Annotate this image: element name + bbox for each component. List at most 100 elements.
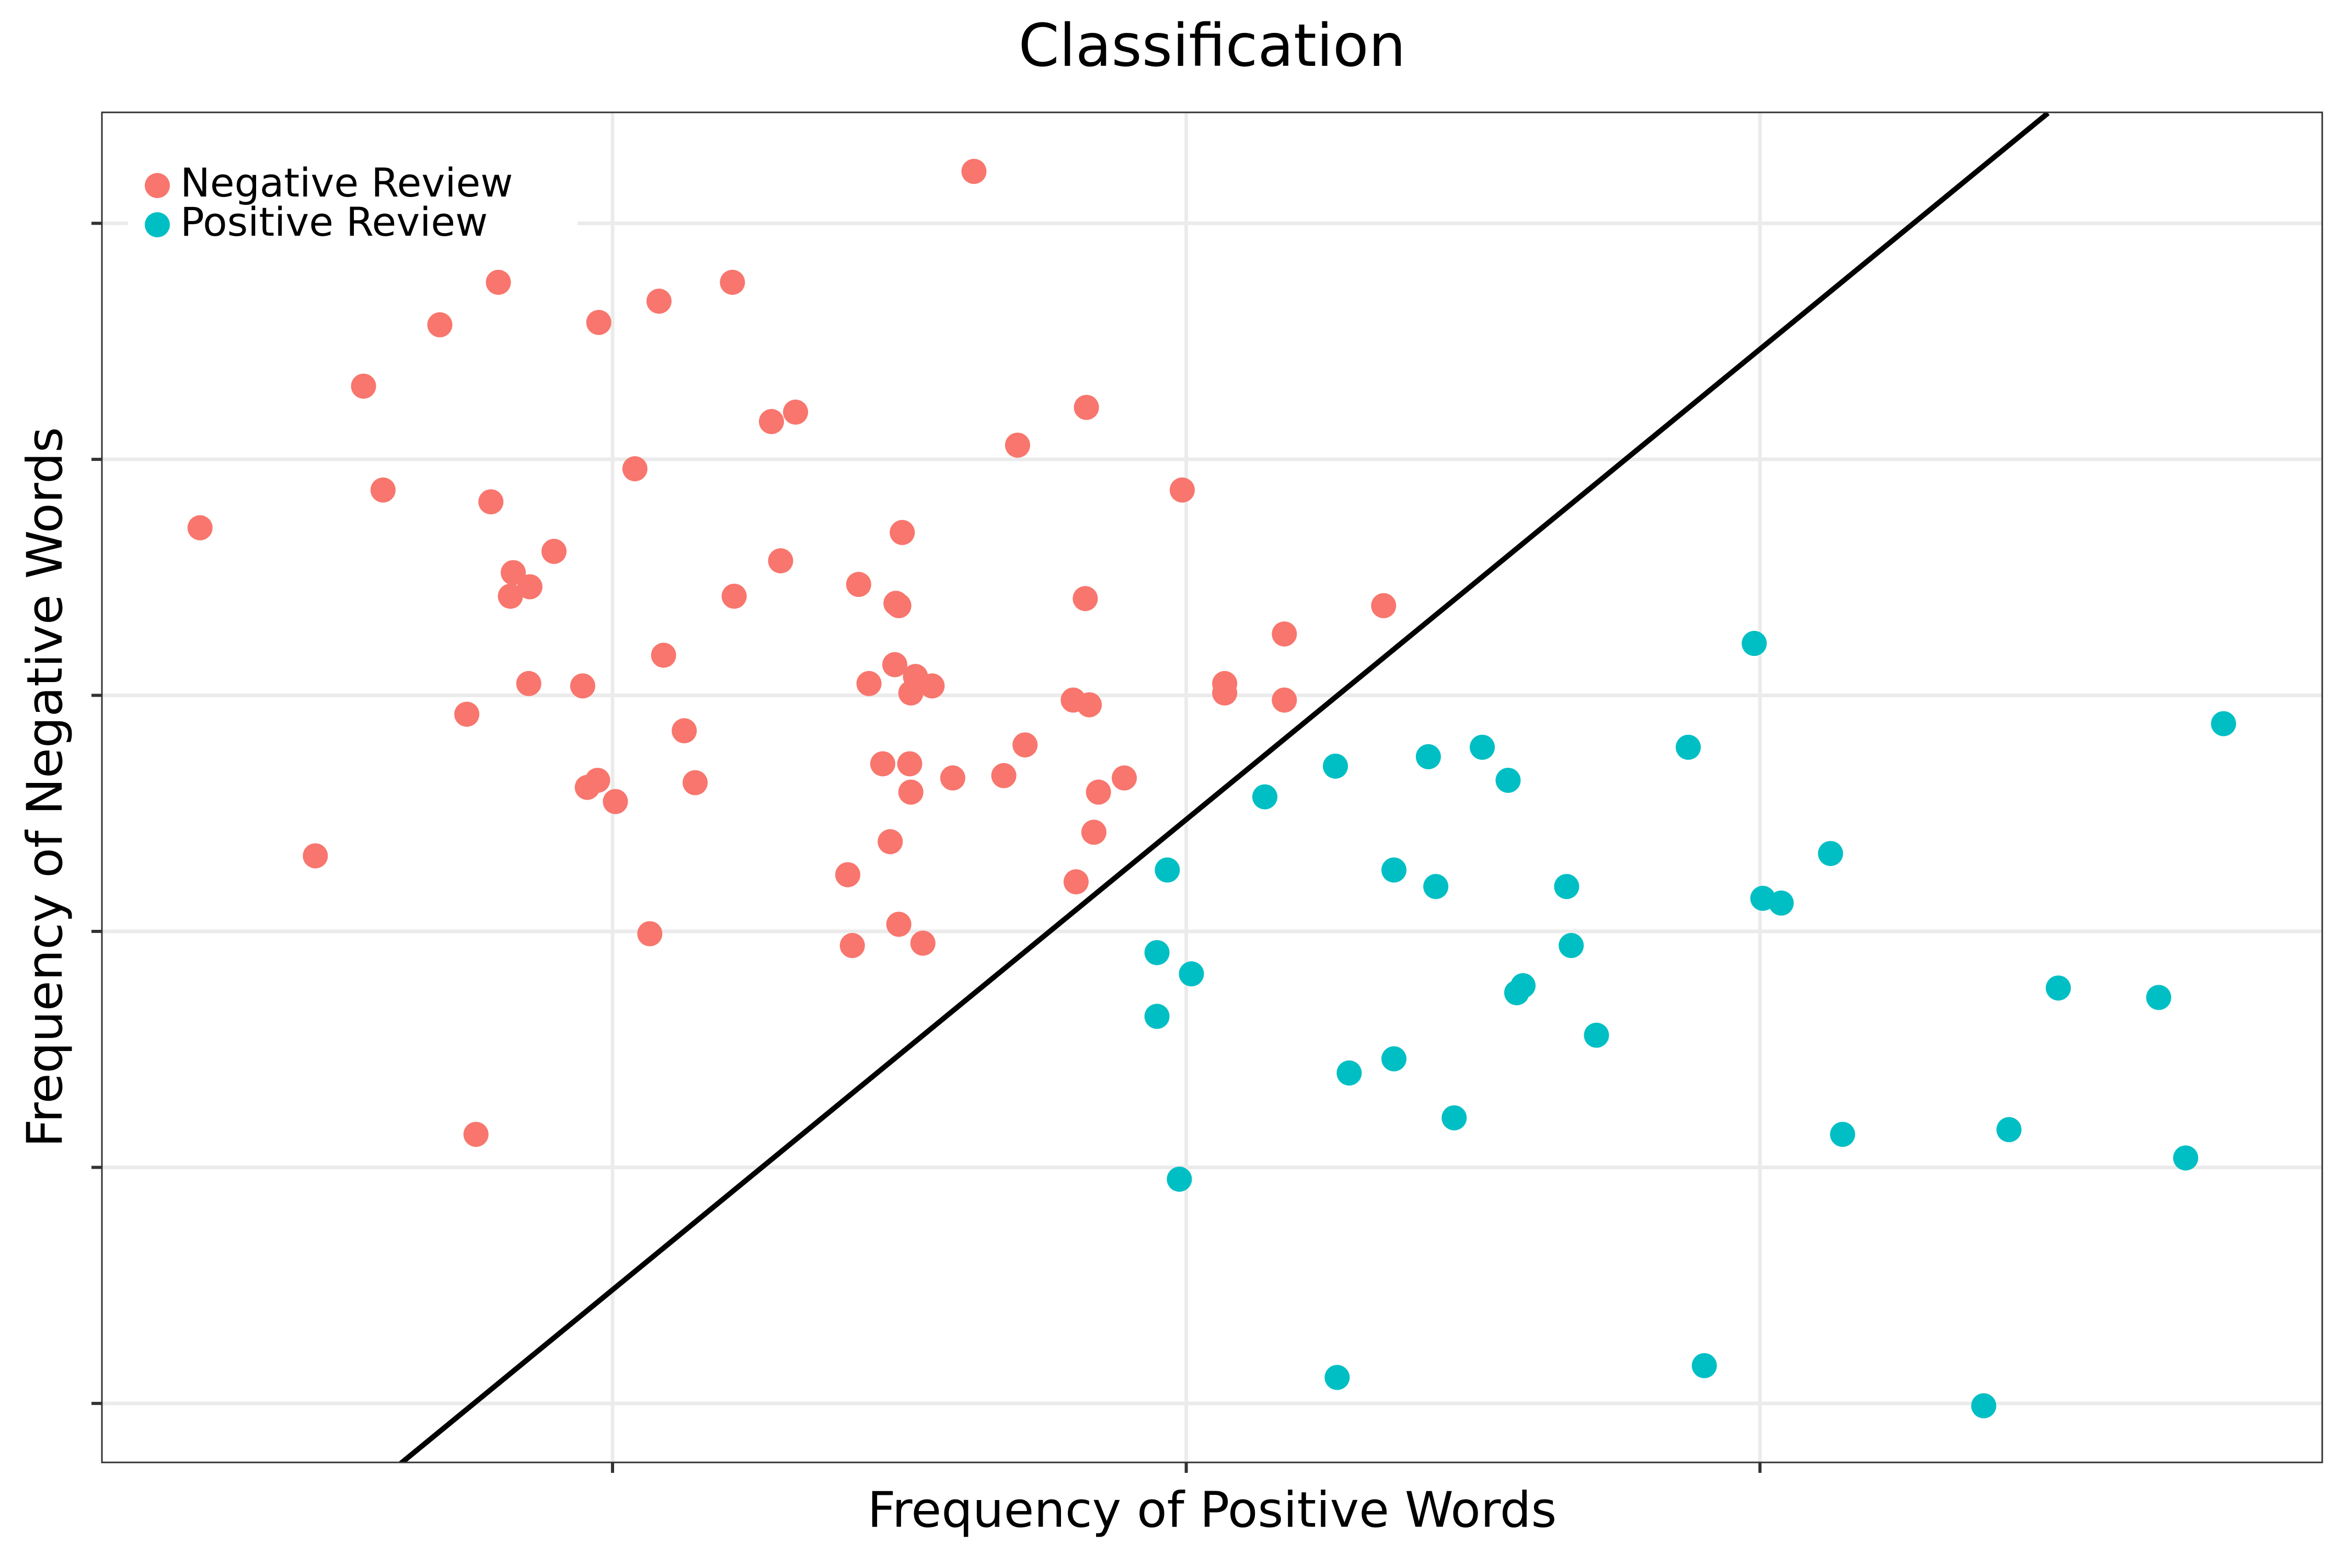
point xyxy=(463,1122,489,1147)
point xyxy=(603,789,628,814)
point xyxy=(1212,680,1238,706)
point xyxy=(898,680,924,706)
point xyxy=(1155,857,1180,883)
point xyxy=(1272,687,1297,713)
point xyxy=(1442,1105,1467,1131)
point xyxy=(351,373,376,399)
y-axis-label: Frequency of Negative Words xyxy=(17,427,74,1147)
point xyxy=(1691,1353,1717,1378)
chart-title: Classification xyxy=(1018,12,1405,80)
point xyxy=(783,399,809,425)
point xyxy=(501,560,526,585)
legend-label: Positive Review xyxy=(180,199,488,245)
point xyxy=(721,583,747,609)
point xyxy=(672,718,697,744)
point xyxy=(1252,784,1277,810)
point xyxy=(1830,1122,1855,1147)
point xyxy=(870,751,895,777)
point xyxy=(758,409,784,434)
decision-boundary xyxy=(399,112,2050,1462)
point xyxy=(1470,734,1495,760)
point xyxy=(574,775,600,800)
point xyxy=(517,574,543,599)
panel xyxy=(102,112,2322,1462)
point xyxy=(303,843,328,869)
point xyxy=(1381,1046,1406,1071)
point xyxy=(940,765,965,791)
point xyxy=(478,489,504,515)
point xyxy=(1336,1060,1362,1086)
point xyxy=(856,671,882,696)
point xyxy=(846,572,871,597)
point xyxy=(991,763,1017,788)
point xyxy=(961,158,987,184)
point xyxy=(835,862,860,887)
point xyxy=(486,270,511,295)
point xyxy=(1676,734,1701,760)
point xyxy=(1423,874,1449,900)
point xyxy=(1324,1365,1350,1390)
point xyxy=(1559,933,1584,959)
marks xyxy=(187,112,2236,1462)
point xyxy=(1323,753,1348,779)
point xyxy=(1495,767,1521,793)
legend-swatch xyxy=(145,212,170,237)
point xyxy=(1086,779,1111,805)
point xyxy=(2173,1145,2198,1171)
point xyxy=(1063,869,1089,895)
point xyxy=(516,671,541,696)
legend-label: Negative Review xyxy=(180,159,513,206)
point xyxy=(1996,1117,2022,1143)
point xyxy=(839,933,865,959)
point xyxy=(498,583,523,609)
point xyxy=(586,309,612,335)
point xyxy=(882,652,907,677)
grid xyxy=(102,112,2322,1462)
point xyxy=(2211,711,2236,736)
point xyxy=(1179,961,1204,987)
point xyxy=(541,538,567,564)
point xyxy=(570,673,595,699)
point xyxy=(1167,1167,1192,1192)
point xyxy=(886,593,912,618)
point xyxy=(878,829,903,855)
point xyxy=(910,930,936,956)
point xyxy=(2146,985,2172,1010)
point xyxy=(1005,432,1030,458)
point xyxy=(1504,980,1529,1006)
point xyxy=(1371,593,1397,618)
point xyxy=(1272,621,1297,647)
point xyxy=(1077,692,1102,718)
point xyxy=(1971,1393,1997,1419)
point xyxy=(1415,744,1441,769)
point xyxy=(187,515,213,540)
point xyxy=(1169,477,1195,503)
point xyxy=(1081,820,1106,845)
point xyxy=(1012,732,1038,758)
point xyxy=(919,673,945,699)
point xyxy=(454,701,480,727)
point xyxy=(1818,840,1843,866)
x-axis-label: Frequency of Positive Words xyxy=(868,1482,1557,1539)
point xyxy=(1584,1022,1609,1048)
point xyxy=(890,520,915,545)
point xyxy=(370,477,396,503)
point xyxy=(1144,940,1170,965)
point xyxy=(1554,874,1579,900)
point xyxy=(720,270,745,295)
point xyxy=(768,548,793,573)
point xyxy=(651,642,676,668)
point xyxy=(1112,765,1137,791)
point xyxy=(1742,631,1767,656)
panel-border xyxy=(101,111,2323,1463)
point xyxy=(646,289,672,314)
point xyxy=(622,456,648,481)
legend-box xyxy=(128,149,578,264)
point xyxy=(1144,1004,1170,1029)
point xyxy=(1074,395,1099,420)
point xyxy=(886,912,912,937)
point xyxy=(2046,975,2071,1001)
point xyxy=(898,779,924,805)
